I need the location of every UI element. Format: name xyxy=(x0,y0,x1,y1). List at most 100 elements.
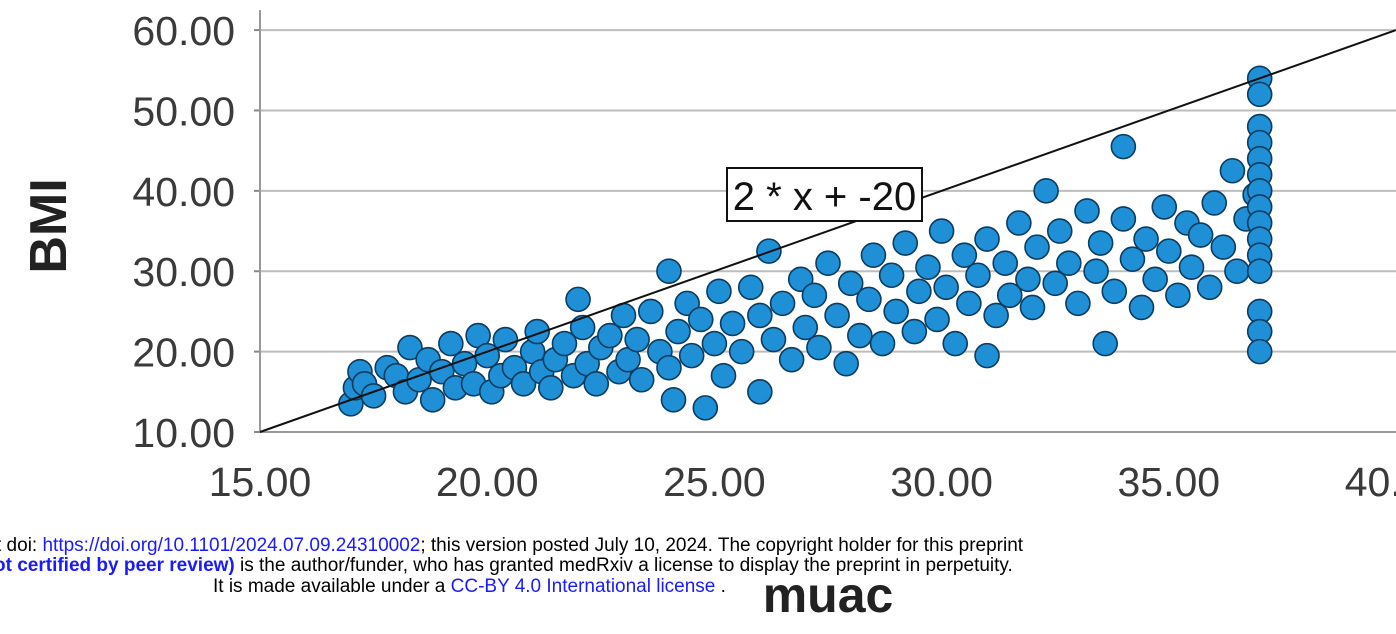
data-point xyxy=(801,282,828,309)
y-tick-label: 50.00 xyxy=(132,88,235,134)
data-point xyxy=(524,318,550,345)
data-point xyxy=(869,330,896,357)
data-point xyxy=(1246,81,1273,108)
data-point xyxy=(1006,210,1032,236)
data-point xyxy=(924,306,950,333)
data-points xyxy=(338,65,1273,421)
data-point xyxy=(1165,282,1191,309)
data-point xyxy=(1210,234,1237,260)
data-point xyxy=(1092,330,1118,357)
data-point xyxy=(1246,258,1273,285)
data-point xyxy=(1024,234,1050,260)
data-point xyxy=(737,274,764,301)
data-point xyxy=(656,354,682,381)
data-point xyxy=(687,306,714,333)
x-tick-label: 35.00 xyxy=(1117,459,1220,505)
data-point xyxy=(860,242,887,268)
data-point xyxy=(728,338,755,365)
data-point xyxy=(538,374,564,401)
data-point xyxy=(1015,266,1041,293)
data-point xyxy=(747,379,773,405)
data-point xyxy=(565,286,591,313)
data-point xyxy=(856,286,882,313)
footer-line-2: ot certified by peer review) is the auth… xyxy=(0,556,1013,576)
data-point xyxy=(1019,294,1046,321)
data-point xyxy=(806,334,832,361)
data-point xyxy=(419,387,446,413)
data-point xyxy=(769,290,796,317)
data-point xyxy=(492,326,519,353)
data-point xyxy=(597,322,623,349)
data-point xyxy=(1042,270,1068,297)
data-point xyxy=(933,274,959,301)
data-point xyxy=(1083,258,1109,285)
data-point xyxy=(1196,274,1223,301)
data-point xyxy=(915,254,941,281)
data-point xyxy=(951,242,978,268)
data-point xyxy=(906,278,932,305)
data-point xyxy=(892,230,919,256)
data-point xyxy=(837,270,864,297)
data-point xyxy=(569,314,596,341)
footer-license-link[interactable]: CC-BY 4.0 International license xyxy=(450,576,716,597)
data-point xyxy=(1246,338,1273,365)
data-point xyxy=(965,262,991,289)
footer-peer-review: ot certified by peer review) xyxy=(0,555,235,576)
data-point xyxy=(992,250,1019,276)
footer-doi-link[interactable]: https://doi.org/10.1101/2024.07.09.24310… xyxy=(42,535,421,556)
data-point xyxy=(656,258,682,285)
data-point xyxy=(1110,206,1137,232)
y-tick-label: 10.00 xyxy=(132,410,235,456)
data-point xyxy=(1046,218,1073,244)
data-point xyxy=(624,326,650,353)
data-point xyxy=(847,322,873,349)
x-tick-label: 25.00 xyxy=(663,459,766,505)
data-point xyxy=(1119,246,1146,272)
data-point xyxy=(760,326,787,353)
data-point xyxy=(1128,294,1155,321)
data-point xyxy=(928,218,955,244)
equation-label: 2 * x + -20 xyxy=(733,175,916,219)
data-point xyxy=(1156,238,1182,264)
y-tick-label: 30.00 xyxy=(132,249,235,295)
data-point xyxy=(637,298,664,325)
data-point xyxy=(1087,230,1114,256)
data-point xyxy=(1074,198,1100,224)
data-point xyxy=(942,330,969,357)
data-point xyxy=(1142,266,1168,293)
y-tick-label: 20.00 xyxy=(132,330,235,376)
data-point xyxy=(833,350,859,377)
x-tick-label: 20.00 xyxy=(436,459,539,505)
footer-available-suffix: . xyxy=(715,576,726,597)
footer-license-text: is the author/funder, who has granted me… xyxy=(234,555,1013,576)
y-tick-label: 40.00 xyxy=(132,169,235,215)
data-point xyxy=(974,226,1000,252)
reference-line-path xyxy=(259,29,1396,433)
data-point xyxy=(1219,157,1246,184)
data-point xyxy=(956,290,982,317)
x-axis-label: muac xyxy=(763,567,894,623)
y-axis: 10.00 20.00 30.00 40.00 50.00 60.00 xyxy=(132,8,261,456)
data-point xyxy=(1224,258,1250,285)
y-axis-label: BMI xyxy=(20,178,78,273)
data-point xyxy=(1110,133,1137,160)
data-point xyxy=(678,342,705,369)
reference-line xyxy=(259,29,1396,433)
data-point xyxy=(438,330,464,357)
equation-box xyxy=(726,167,923,222)
data-point xyxy=(983,302,1009,329)
footer-line-3: It is made available under a CC-BY 4.0 I… xyxy=(213,577,726,597)
data-point xyxy=(665,318,691,345)
data-point xyxy=(1056,250,1082,276)
data-point xyxy=(1178,254,1205,281)
data-point xyxy=(510,370,537,397)
data-point xyxy=(1151,194,1178,220)
footer-line-1: t doi: https://doi.org/10.1101/2024.07.0… xyxy=(0,536,1023,556)
data-point xyxy=(1187,222,1214,248)
y-tick-label: 60.00 xyxy=(132,8,235,54)
data-point xyxy=(778,346,805,373)
data-point xyxy=(1201,190,1228,216)
data-point xyxy=(1065,290,1091,317)
data-point xyxy=(878,262,905,289)
data-point xyxy=(883,298,909,325)
